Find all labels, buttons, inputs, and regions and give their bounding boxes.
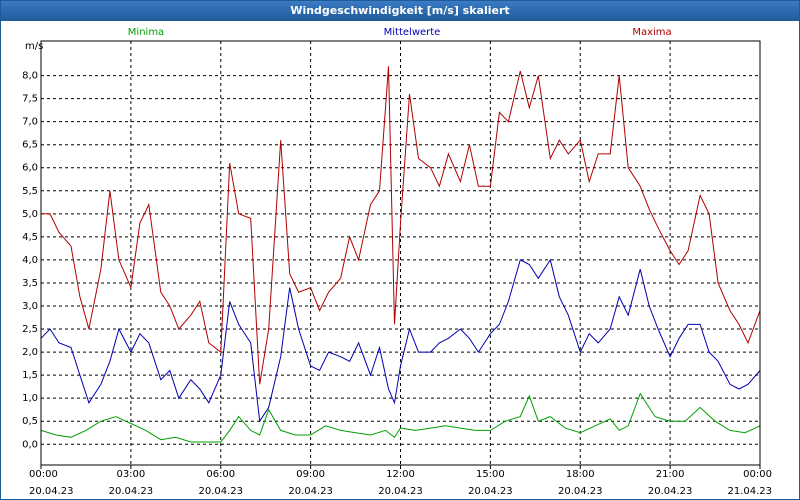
x-tick-date: 20.04.23	[378, 486, 423, 497]
series-line-minima	[40, 392, 761, 443]
legend: Minima Mittelwerte Maxima	[128, 27, 672, 38]
series-lines	[40, 66, 761, 443]
y-tick-label: 0,5	[22, 416, 38, 427]
x-tick-date: 21.04.23	[727, 486, 772, 497]
x-tick-date: 20.04.23	[29, 486, 74, 497]
x-tick-time: 15:00	[476, 469, 505, 480]
x-tick-time: 09:00	[296, 469, 325, 480]
y-tick-label: 4,0	[22, 255, 38, 266]
y-tick-label: 2,5	[22, 324, 38, 335]
x-tick-date: 20.04.23	[109, 486, 154, 497]
y-tick-label: 0,0	[22, 439, 38, 450]
y-tick-label: 7,5	[22, 94, 38, 105]
wind-speed-chart: m/s Minima Mittelwerte Maxima 0,0 0,5 1,0 1,5…	[22, 27, 772, 497]
legend-maxima: Maxima	[632, 27, 671, 38]
x-tick-date: 20.04.23	[288, 486, 333, 497]
x-tick-time: 21:00	[656, 469, 685, 480]
x-tick-date: 20.04.23	[468, 486, 513, 497]
series-line-mittelwerte	[40, 258, 761, 423]
x-tick-date: 20.04.23	[648, 486, 693, 497]
x-tick-time: 00:00	[743, 469, 772, 480]
y-tick-label: 5,0	[22, 209, 38, 220]
x-tick-time: 03:00	[116, 469, 145, 480]
y-tick-label: 3,0	[22, 301, 38, 312]
y-tick-label: 5,5	[22, 186, 38, 197]
x-tick-labels: 00:00 20.04.23 03:00 20.04.23 06:00 20.04.23 0…	[29, 465, 772, 497]
y-tick-label: 1,0	[22, 393, 38, 404]
legend-minima: Minima	[128, 27, 164, 38]
chart-title: Windgeschwindigkeit [m/s] skaliert	[1, 1, 799, 21]
legend-mittelwerte: Mittelwerte	[384, 27, 441, 38]
x-tick-time: 18:00	[566, 469, 595, 480]
x-tick-date: 20.04.23	[198, 486, 243, 497]
grid	[41, 41, 760, 465]
x-tick-time: 06:00	[206, 469, 235, 480]
x-tick-time: 12:00	[386, 469, 415, 480]
y-tick-label: 1,5	[22, 370, 38, 381]
plot-border	[40, 40, 761, 466]
y-tick-label: 6,0	[22, 163, 38, 174]
y-tick-label: 8,0	[22, 71, 38, 82]
y-tick-label: 4,5	[22, 232, 38, 243]
x-tick-time: 00:00	[29, 469, 58, 480]
y-tick-labels: 0,0 0,5 1,0 1,5 2,0 2,5 3,0 3,5 4,0 4,5 5,0 5,5 6,0 6…	[22, 71, 38, 451]
y-tick-label: 7,0	[22, 117, 38, 128]
y-tick-label: 2,0	[22, 347, 38, 358]
x-tick-date: 20.04.23	[558, 486, 603, 497]
y-axis-unit: m/s	[25, 41, 43, 52]
y-tick-label: 3,5	[22, 278, 38, 289]
series-line-maxima	[41, 66, 761, 385]
y-tick-label: 6,5	[22, 140, 38, 151]
